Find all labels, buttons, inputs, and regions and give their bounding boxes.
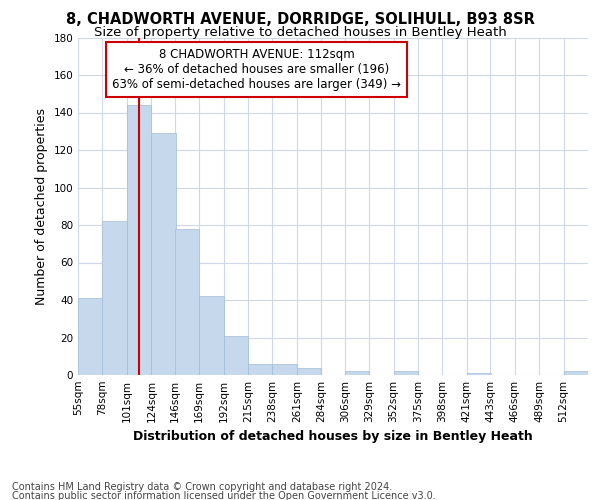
Bar <box>103 221 127 375</box>
Text: Size of property relative to detached houses in Bentley Heath: Size of property relative to detached ho… <box>94 26 506 39</box>
Bar <box>272 364 297 375</box>
Text: Contains public sector information licensed under the Open Government Licence v3: Contains public sector information licen… <box>12 491 436 500</box>
Text: 8 CHADWORTH AVENUE: 112sqm
← 36% of detached houses are smaller (196)
63% of sem: 8 CHADWORTH AVENUE: 112sqm ← 36% of deta… <box>112 48 401 90</box>
Y-axis label: Number of detached properties: Number of detached properties <box>35 108 48 304</box>
Bar <box>467 373 491 375</box>
Bar <box>344 371 369 375</box>
Bar <box>563 371 588 375</box>
Bar <box>297 368 322 375</box>
Bar <box>394 371 418 375</box>
Text: 8, CHADWORTH AVENUE, DORRIDGE, SOLIHULL, B93 8SR: 8, CHADWORTH AVENUE, DORRIDGE, SOLIHULL,… <box>65 12 535 28</box>
Bar <box>151 133 176 375</box>
X-axis label: Distribution of detached houses by size in Bentley Heath: Distribution of detached houses by size … <box>133 430 533 444</box>
Bar <box>78 298 103 375</box>
Bar <box>248 364 272 375</box>
Bar <box>127 105 151 375</box>
Bar <box>175 229 199 375</box>
Bar <box>224 336 248 375</box>
Text: Contains HM Land Registry data © Crown copyright and database right 2024.: Contains HM Land Registry data © Crown c… <box>12 482 392 492</box>
Bar <box>199 296 224 375</box>
